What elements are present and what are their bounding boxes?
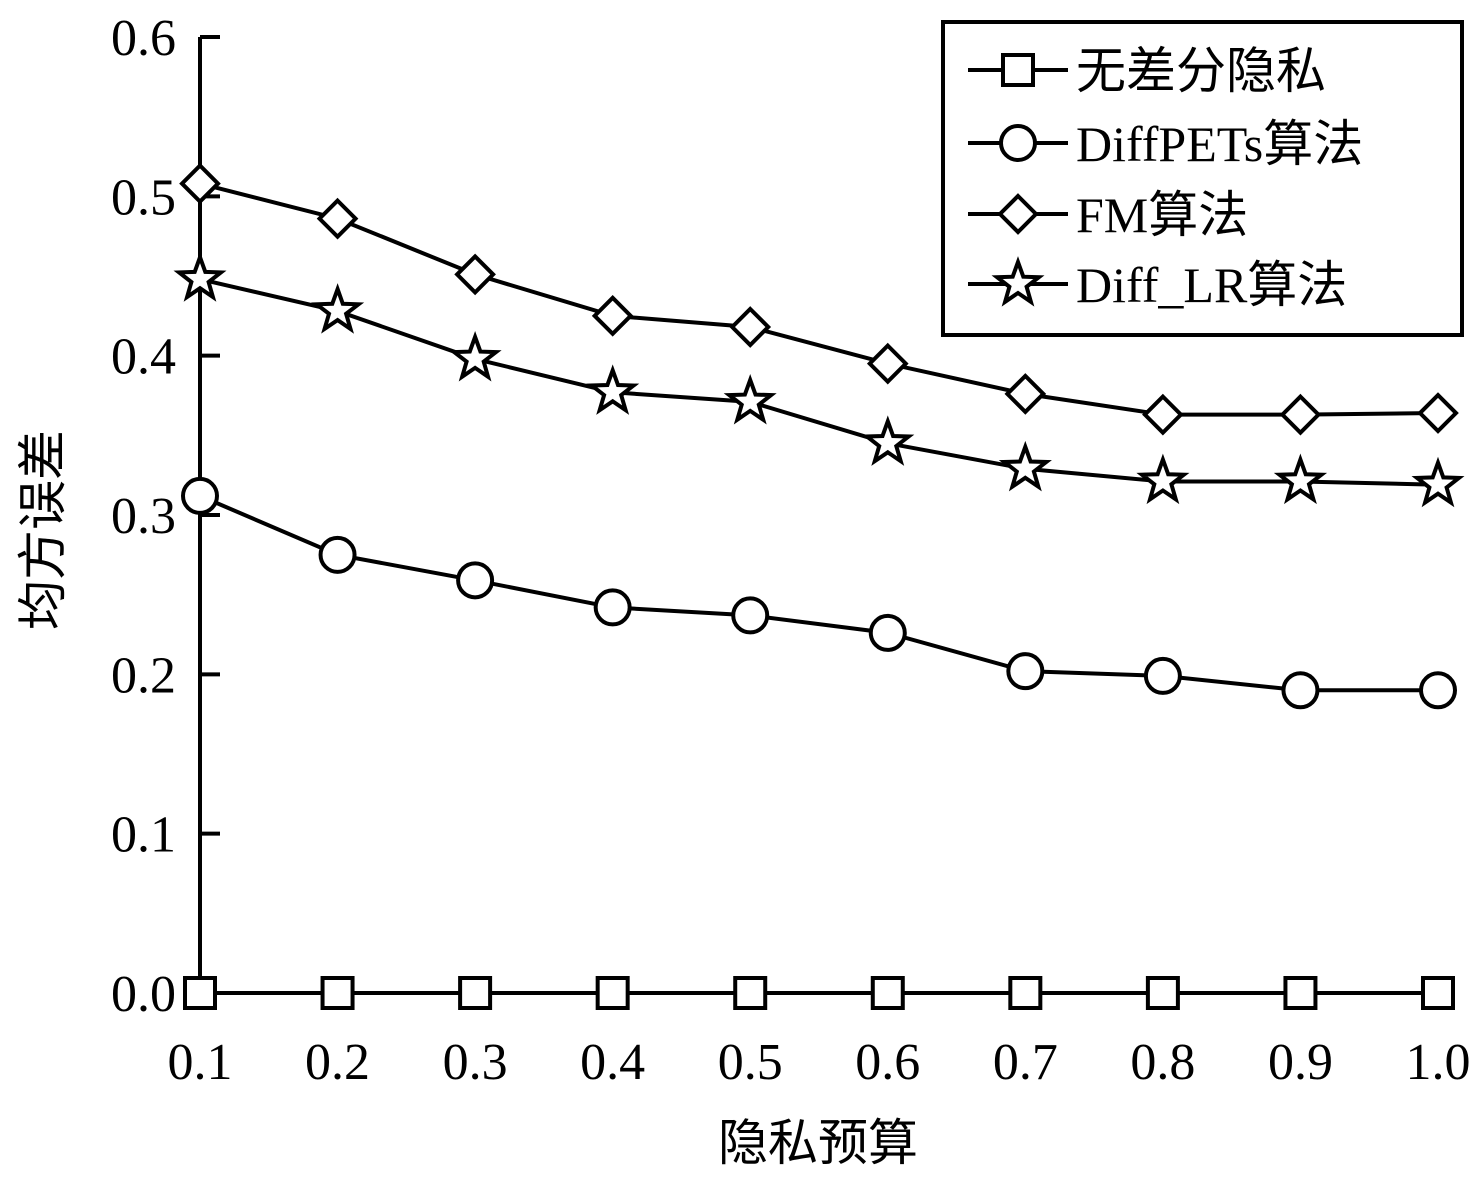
x-axis-ticks: 0.1 0.2 0.3 0.4 0.5 0.6 0.7 0.8 0.9 1.0 — [168, 993, 1471, 1091]
series-square — [183, 976, 1455, 1010]
data-point-star — [310, 283, 365, 334]
data-point-square — [183, 976, 217, 1010]
data-point-circle — [1281, 671, 1320, 710]
legend-marker-square — [1001, 53, 1035, 87]
data-point-square — [1008, 976, 1043, 1010]
legend-item: 无差分隐私 — [968, 43, 1326, 99]
y-tick-label: 0.1 — [111, 807, 176, 864]
x-tick-label: 0.3 — [443, 1034, 508, 1091]
data-point-square — [320, 976, 355, 1010]
y-tick-label: 0.6 — [111, 10, 176, 67]
series-diamond — [179, 162, 1459, 436]
data-point-circle — [1143, 656, 1182, 695]
x-tick-label: 0.9 — [1268, 1034, 1333, 1091]
data-point-square — [1421, 976, 1455, 1010]
data-point-diamond — [866, 342, 909, 385]
data-point-circle — [181, 476, 219, 515]
data-point-star — [173, 251, 227, 302]
data-point-star — [861, 415, 915, 466]
series-layer — [173, 162, 1465, 1010]
x-axis-title: 隐私预算 — [718, 1114, 918, 1172]
data-point-square — [595, 976, 630, 1010]
data-point-diamond — [729, 306, 772, 348]
y-tick-label: 0.2 — [111, 647, 176, 704]
y-tick-label: 0.3 — [111, 488, 176, 545]
data-point-star — [1273, 453, 1328, 505]
data-point-diamond — [591, 295, 634, 337]
legend-marker-diamond — [997, 193, 1039, 235]
data-point-diamond — [316, 197, 359, 240]
data-point-square — [1145, 976, 1180, 1010]
data-point-diamond — [1142, 393, 1184, 436]
x-tick-label: 1.0 — [1406, 1034, 1471, 1091]
y-axis-ticks: 0.0 0.1 0.2 0.3 0.4 0.5 0.6 — [111, 10, 220, 1023]
data-point-square — [870, 976, 905, 1010]
x-tick-label: 0.2 — [305, 1034, 370, 1091]
series-line — [199, 181, 1439, 417]
x-tick-label: 0.5 — [718, 1034, 783, 1091]
data-point-star — [448, 331, 502, 382]
y-axis-title: 均方误差 — [14, 430, 72, 630]
legend-marker-circle — [999, 124, 1037, 162]
data-point-star — [1136, 453, 1190, 505]
legend-item: DiffPETs算法 — [968, 116, 1363, 172]
series-line — [199, 494, 1438, 693]
x-tick-label: 0.7 — [993, 1034, 1058, 1091]
data-point-square — [458, 976, 493, 1010]
legend-label: FM算法 — [1076, 187, 1248, 243]
legend: 无差分隐私 DiffPETs算法 FM算法 Diff_LR算法 — [941, 20, 1464, 337]
legend-label: 无差分隐私 — [1076, 43, 1326, 99]
series-line — [199, 277, 1439, 487]
data-point-square — [733, 976, 768, 1010]
data-point-circle — [456, 561, 495, 600]
data-point-diamond — [1279, 393, 1322, 436]
data-point-circle — [318, 535, 357, 574]
y-tick-label: 0.5 — [111, 169, 176, 226]
data-point-star — [586, 364, 640, 415]
data-point-circle — [593, 588, 632, 627]
data-point-star — [1411, 456, 1465, 508]
legend-item: Diff_LR算法 — [968, 256, 1347, 313]
data-point-star — [723, 374, 777, 425]
data-point-diamond — [179, 162, 221, 205]
legend-item: FM算法 — [968, 187, 1248, 243]
series-circle — [181, 476, 1457, 710]
legend-marker-star — [991, 256, 1045, 307]
series-star — [173, 251, 1465, 508]
data-point-diamond — [1417, 392, 1459, 434]
x-tick-label: 0.4 — [580, 1034, 645, 1091]
data-point-diamond — [454, 253, 496, 296]
data-point-diamond — [1004, 373, 1047, 415]
data-point-square — [1283, 976, 1318, 1010]
legend-label: DiffPETs算法 — [1076, 116, 1363, 172]
y-tick-label: 0.0 — [111, 966, 176, 1023]
data-point-circle — [731, 596, 770, 635]
x-tick-label: 0.1 — [168, 1034, 233, 1091]
data-point-circle — [868, 613, 907, 652]
legend-label: Diff_LR算法 — [1076, 257, 1347, 313]
data-point-circle — [1006, 652, 1045, 691]
data-point-circle — [1419, 671, 1457, 710]
data-point-star — [998, 440, 1052, 492]
x-tick-label: 0.8 — [1130, 1034, 1195, 1091]
y-tick-label: 0.4 — [111, 329, 176, 386]
x-tick-label: 0.6 — [855, 1034, 920, 1091]
